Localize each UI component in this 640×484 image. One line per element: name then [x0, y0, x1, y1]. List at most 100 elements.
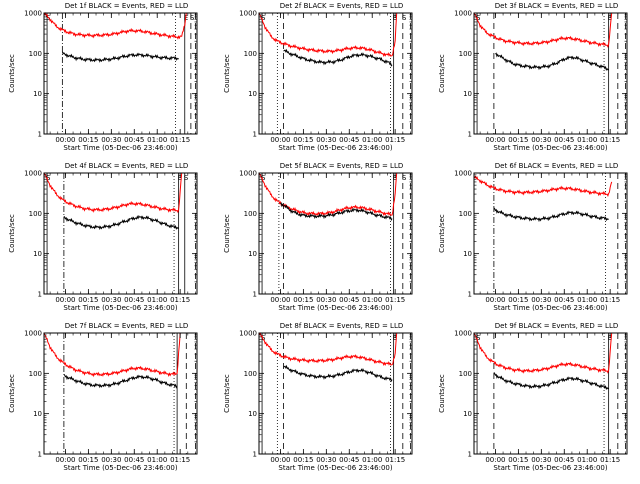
- x-tick-label: 00:15: [78, 296, 98, 304]
- x-tick-label: 00:30: [316, 136, 336, 144]
- x-axis-label: Start Time (05-Dec-06 23:46:00): [63, 144, 177, 152]
- x-tick-label: 00:15: [508, 136, 528, 144]
- chart-title: Det 3f BLACK = Events, RED = LLD: [495, 2, 618, 10]
- series-line-1: [473, 332, 613, 374]
- y-tick-label: 100: [459, 370, 472, 378]
- chart-panel-3: Det 3f BLACK = Events, RED = LLDSE110100…: [438, 2, 628, 152]
- chart-panel-8: Det 8f BLACK = Events, RED = LLDSE110100…: [223, 322, 413, 472]
- x-tick-label: 00:00: [485, 456, 505, 464]
- series-line-2: [283, 364, 393, 383]
- series-line-2: [495, 52, 609, 71]
- x-tick-label: 00:45: [339, 456, 359, 464]
- x-tick-label: 00:00: [55, 456, 75, 464]
- x-tick-label: 00:15: [78, 456, 98, 464]
- y-axis-label: Counts/sec: [438, 374, 446, 413]
- chart-title: Det 8f BLACK = Events, RED = LLD: [280, 322, 403, 330]
- x-axis-label: Start Time (05-Dec-06 23:46:00): [63, 304, 177, 312]
- series-line-1: [473, 175, 613, 197]
- plot-frame: [473, 12, 628, 135]
- x-axis-label: Start Time (05-Dec-06 23:46:00): [63, 464, 177, 472]
- y-tick-label: 1000: [454, 10, 472, 18]
- chart-title: Det 7f BLACK = Events, RED = LLD: [65, 322, 188, 330]
- x-axis-label: Start Time (05-Dec-06 23:46:00): [493, 304, 607, 312]
- x-tick-label: 00:00: [270, 136, 290, 144]
- x-tick-label: 00:45: [554, 136, 574, 144]
- y-tick-label: 10: [33, 90, 42, 98]
- marker-label: S: [184, 174, 189, 182]
- x-tick-label: 00:15: [508, 456, 528, 464]
- plot-frame: [43, 332, 198, 455]
- chart-title: Det 5f BLACK = Events, RED = LLD: [280, 162, 403, 170]
- y-axis-label: Counts/sec: [8, 54, 16, 93]
- x-tick-label: 00:45: [554, 296, 574, 304]
- plot-frame: [258, 172, 413, 295]
- y-tick-label: 1: [253, 291, 257, 299]
- y-tick-label: 1: [253, 131, 257, 139]
- y-tick-label: 1: [253, 451, 257, 459]
- series-line-1: [43, 332, 181, 378]
- y-tick-label: 1: [38, 291, 42, 299]
- chart-panel-2: Det 2f BLACK = Events, RED = LLDSES11010…: [223, 2, 413, 152]
- y-tick-label: 100: [244, 370, 257, 378]
- x-tick-label: 01:15: [385, 456, 405, 464]
- x-tick-label: 00:45: [124, 296, 144, 304]
- y-tick-label: 1: [468, 451, 472, 459]
- x-tick-label: 00:45: [124, 136, 144, 144]
- marker-label: S: [190, 14, 195, 22]
- y-tick-label: 10: [463, 90, 472, 98]
- marker-label: S: [476, 334, 481, 342]
- y-axis-label: Counts/sec: [223, 374, 231, 413]
- x-tick-label: 00:45: [339, 136, 359, 144]
- chart-panel-4: Det 4f BLACK = Events, RED = LLDSES11010…: [8, 162, 198, 312]
- y-tick-label: 1000: [24, 330, 42, 338]
- x-axis-label: Start Time (05-Dec-06 23:46:00): [278, 464, 392, 472]
- y-tick-label: 1: [38, 451, 42, 459]
- series-line-2: [61, 51, 179, 63]
- y-tick-label: 10: [248, 250, 257, 258]
- x-tick-label: 01:15: [600, 296, 620, 304]
- y-tick-label: 1000: [239, 330, 257, 338]
- y-tick-label: 1000: [454, 170, 472, 178]
- x-tick-label: 01:00: [147, 136, 167, 144]
- x-tick-label: 01:00: [147, 296, 167, 304]
- chart-title: Det 9f BLACK = Events, RED = LLD: [495, 322, 618, 330]
- y-tick-label: 1000: [239, 170, 257, 178]
- chart-panel-5: Det 5f BLACK = Events, RED = LLDSES11010…: [223, 162, 413, 312]
- x-tick-label: 00:15: [508, 296, 528, 304]
- chart-title: Det 1f BLACK = Events, RED = LLD: [65, 2, 188, 10]
- series-line-2: [280, 202, 393, 221]
- series-line-1: [43, 172, 183, 214]
- plot-frame: [43, 12, 198, 135]
- x-tick-label: 01:15: [170, 296, 190, 304]
- x-tick-label: 00:00: [485, 296, 505, 304]
- y-tick-label: 1000: [24, 170, 42, 178]
- series-line-2: [283, 48, 393, 67]
- series-line-2: [63, 215, 179, 231]
- chart-panel-6: Det 6f BLACK = Events, RED = LLD 1 10 100 10…: [438, 162, 628, 312]
- x-tick-label: 00:30: [531, 296, 551, 304]
- series-line-2: [493, 372, 609, 391]
- marker-label: S: [402, 174, 407, 182]
- y-tick-label: 100: [244, 210, 257, 218]
- y-tick-label: 10: [248, 90, 257, 98]
- x-tick-label: 00:30: [531, 136, 551, 144]
- series-line-1: [473, 12, 613, 49]
- y-axis-label: Counts/sec: [438, 214, 446, 253]
- y-tick-label: 100: [29, 50, 42, 58]
- marker-label: S: [261, 14, 266, 22]
- y-tick-label: 1000: [24, 10, 42, 18]
- y-axis-label: Counts/sec: [8, 374, 16, 413]
- plot-frame: [43, 172, 198, 295]
- x-axis-label: Start Time (05-Dec-06 23:46:00): [493, 464, 607, 472]
- chart-title: Det 6f BLACK = Events, RED = LLD: [495, 162, 618, 170]
- marker-label: S: [402, 14, 407, 22]
- y-tick-label: 10: [33, 410, 42, 418]
- x-axis-label: Start Time (05-Dec-06 23:46:00): [493, 144, 607, 152]
- chart-panel-7: Det 7f BLACK = Events, RED = LLD 1 10 100 10…: [8, 322, 198, 472]
- y-axis-label: Counts/sec: [223, 214, 231, 253]
- x-tick-label: 00:00: [270, 456, 290, 464]
- x-tick-label: 01:15: [385, 296, 405, 304]
